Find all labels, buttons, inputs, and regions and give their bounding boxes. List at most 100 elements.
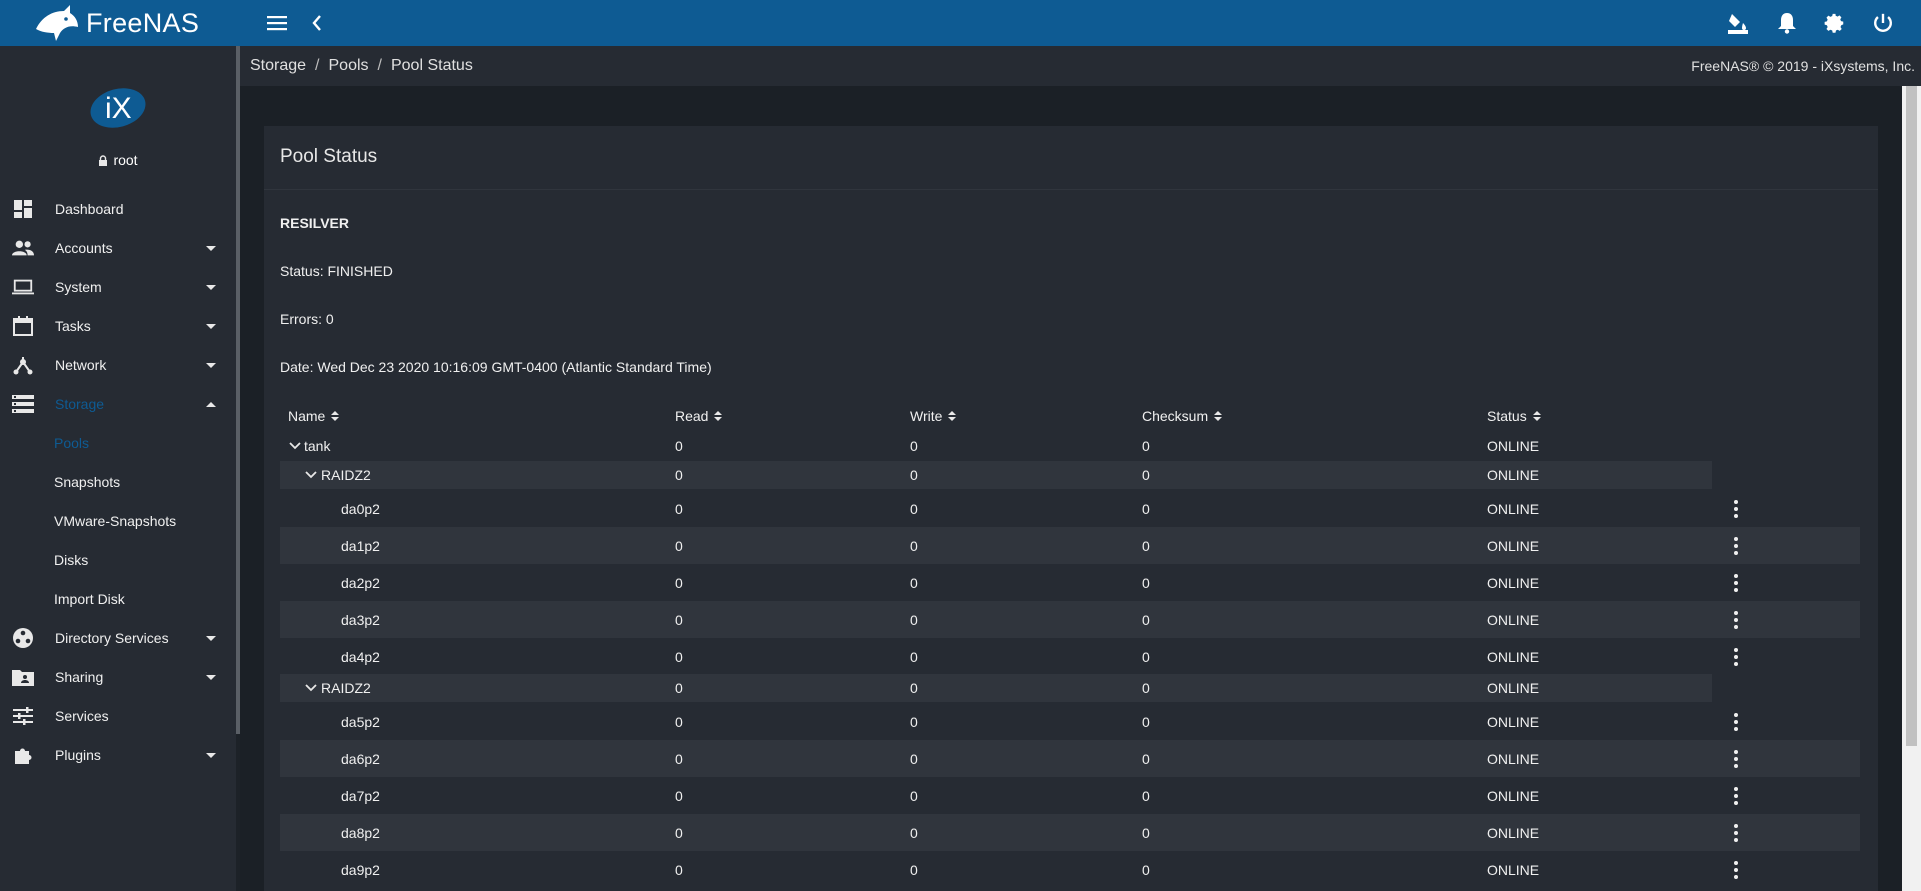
column-header-name[interactable]: Name	[288, 408, 340, 424]
username: root	[113, 152, 138, 168]
sidebar-item-storage[interactable]: Storage	[0, 384, 236, 424]
row-actions-menu-icon[interactable]	[1730, 647, 1742, 667]
cell-checksum: 0	[1142, 574, 1150, 591]
puzzle-icon	[12, 744, 34, 766]
column-header-write[interactable]: Write	[910, 408, 957, 424]
column-header-read[interactable]: Read	[675, 408, 723, 424]
column-header-label: Checksum	[1142, 408, 1209, 424]
table-row-vdev: RAIDZ2 0 0 0 ONLINE	[280, 461, 1712, 489]
scan-errors: Errors: 0	[280, 311, 334, 327]
sidebar-scrollbar-thumb[interactable]	[236, 46, 240, 734]
cell-write: 0	[910, 680, 918, 696]
page-scrollbar-thumb[interactable]	[1906, 86, 1917, 746]
accounts-icon	[12, 237, 34, 259]
chevron-down-icon[interactable]	[304, 468, 318, 482]
cell-write: 0	[910, 438, 918, 454]
sidebar-subitem-pools[interactable]: Pools	[0, 423, 236, 463]
cell-name: da4p2	[341, 648, 380, 665]
sidebar-item-system[interactable]: System	[0, 267, 236, 307]
row-actions-menu-icon[interactable]	[1730, 749, 1742, 769]
sidebar-subitem-import-disk[interactable]: Import Disk	[0, 579, 236, 619]
sidebar-subitem-snapshots[interactable]: Snapshots	[0, 462, 236, 502]
sidebar-item-accounts[interactable]: Accounts	[0, 228, 236, 268]
sidebar-item-label: System	[55, 279, 102, 295]
cell-write: 0	[910, 787, 918, 804]
column-header-label: Name	[288, 408, 326, 424]
table-row-disk: da0p2 0 0 0 ONLINE	[280, 490, 1860, 527]
sidebar-item-services[interactable]: Services	[0, 696, 236, 736]
chevron-down-icon[interactable]	[288, 439, 302, 453]
chevron-up-icon	[206, 401, 216, 407]
sidebar-item-label: Plugins	[55, 747, 101, 763]
sidebar-item-directory-services[interactable]: Directory Services	[0, 618, 236, 658]
cell-checksum: 0	[1142, 861, 1150, 878]
breadcrumb-pools[interactable]: Pools	[328, 57, 369, 74]
cell-status: ONLINE	[1487, 680, 1540, 696]
cell-read: 0	[675, 680, 683, 696]
sidebar-item-tasks[interactable]: Tasks	[0, 306, 236, 346]
cell-read: 0	[675, 438, 683, 454]
cell-status: ONLINE	[1487, 713, 1540, 730]
cell-checksum: 0	[1142, 787, 1150, 804]
freenas-logo[interactable]: FreeNAS	[34, 2, 199, 44]
sidebar-item-label: Accounts	[55, 240, 113, 256]
column-header-status[interactable]: Status	[1487, 408, 1541, 424]
sidebar-item-dashboard[interactable]: Dashboard	[0, 189, 236, 229]
cell-checksum: 0	[1142, 680, 1150, 696]
cell-status: ONLINE	[1487, 861, 1540, 878]
bell-icon	[1778, 13, 1796, 34]
sidebar-subitem-label: Import Disk	[54, 591, 125, 607]
row-actions-menu-icon[interactable]	[1730, 712, 1742, 732]
column-header-checksum[interactable]: Checksum	[1142, 408, 1223, 424]
gear-icon	[1824, 13, 1844, 33]
user-profile: iX	[0, 84, 236, 135]
sidebar-subitem-disks[interactable]: Disks	[0, 540, 236, 580]
sidebar-subitem-label: Pools	[54, 435, 90, 451]
scan-status: Status: FINISHED	[280, 263, 393, 279]
row-actions-menu-icon[interactable]	[1730, 860, 1742, 880]
page-title: Pool Status	[280, 146, 378, 167]
table-row-disk: da2p2 0 0 0 ONLINE	[280, 564, 1860, 601]
sidebar-item-sharing[interactable]: Sharing	[0, 657, 236, 697]
theme-button[interactable]	[1723, 8, 1753, 38]
row-actions-menu-icon[interactable]	[1730, 499, 1742, 519]
power-button[interactable]	[1868, 8, 1898, 38]
notifications-button[interactable]	[1772, 8, 1802, 38]
table-row-disk: da3p2 0 0 0 ONLINE	[280, 601, 1860, 638]
sidebar-item-label: Storage	[55, 396, 105, 412]
sort-icon	[331, 411, 340, 421]
cell-checksum: 0	[1142, 438, 1150, 454]
collapse-sidebar-button[interactable]	[302, 8, 332, 38]
cell-write: 0	[910, 824, 918, 841]
chevron-down-icon[interactable]	[304, 681, 318, 695]
ix-avatar[interactable]: iX	[88, 84, 148, 132]
column-header-label: Write	[910, 408, 943, 424]
row-actions-menu-icon[interactable]	[1730, 786, 1742, 806]
cell-status: ONLINE	[1487, 787, 1540, 804]
sidebar-item-plugins[interactable]: Plugins	[0, 735, 236, 775]
cell-name: da0p2	[341, 500, 380, 517]
chevron-down-icon	[206, 323, 216, 329]
cell-status: ONLINE	[1487, 648, 1540, 665]
settings-button[interactable]	[1820, 8, 1850, 38]
cell-write: 0	[910, 611, 918, 628]
sidebar: iX root Dashboard Accounts System Tasks …	[0, 46, 236, 891]
menu-toggle-button[interactable]	[262, 8, 292, 38]
row-actions-menu-icon[interactable]	[1730, 573, 1742, 593]
row-actions-menu-icon[interactable]	[1730, 610, 1742, 630]
sort-icon	[1532, 411, 1541, 421]
cell-checksum: 0	[1142, 611, 1150, 628]
sidebar-subitem-vmware-snapshots[interactable]: VMware-Snapshots	[0, 501, 236, 541]
cell-status: ONLINE	[1487, 824, 1540, 841]
chevron-down-icon	[206, 674, 216, 680]
breadcrumb-storage[interactable]: Storage	[250, 57, 307, 74]
sort-icon	[948, 411, 957, 421]
row-actions-menu-icon[interactable]	[1730, 823, 1742, 843]
network-icon	[12, 354, 34, 376]
table-header: Name Read Write Checksum Status	[280, 408, 1860, 432]
sidebar-item-network[interactable]: Network	[0, 345, 236, 385]
sidebar-item-label: Dashboard	[55, 201, 124, 217]
row-actions-menu-icon[interactable]	[1730, 536, 1742, 556]
sidebar-item-label: Network	[55, 357, 107, 373]
cell-read: 0	[675, 537, 683, 554]
